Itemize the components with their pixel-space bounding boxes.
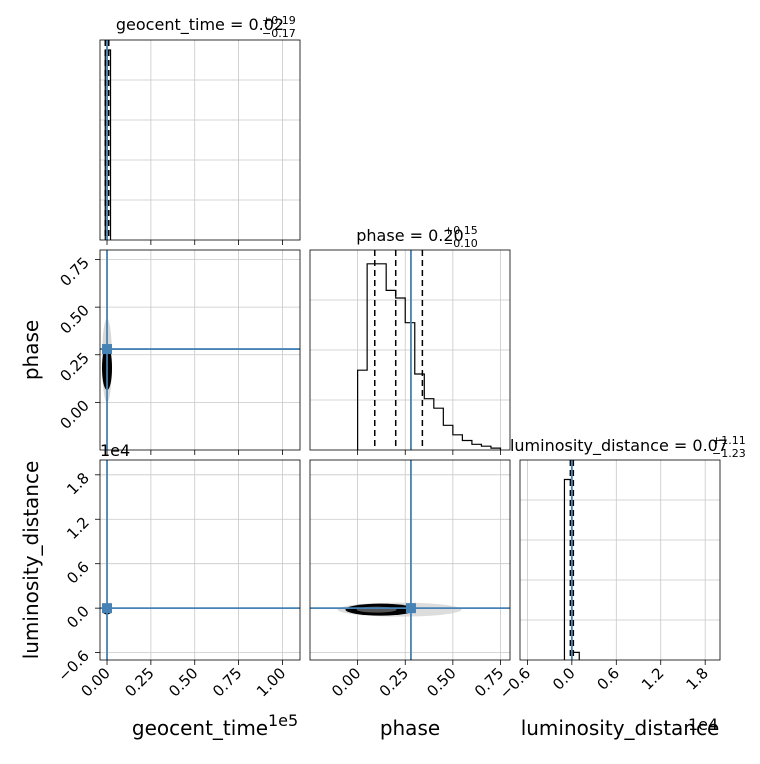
phase-yticklabel-1: 0.25 [56, 349, 92, 385]
xlabel-phase: phase [380, 716, 440, 740]
phase-yticklabel-2: 0.50 [56, 301, 92, 337]
truth-marker-ld-phase [405, 603, 416, 614]
offset-luminosity-distance-y: 1e4 [100, 441, 130, 460]
title-luminosity-distance-upper: +1.11 [712, 434, 746, 447]
phase-yticklabel-3: 0.75 [56, 254, 92, 290]
title-phase-lower: −0.10 [444, 237, 478, 250]
geocent-time-xticklabel-4: 1.00 [253, 664, 289, 700]
xlabel-geocent-time: geocent_time [132, 716, 268, 740]
title-luminosity-distance: luminosity_distance = 0.07 [510, 436, 728, 456]
panel-frame-a [99, 39, 301, 241]
panel-frame-e [309, 459, 511, 661]
truth-marker-ld-geocent [102, 603, 113, 614]
luminosity-distance-yticklabel-2: 0.6 [63, 558, 93, 588]
geocent-time-xticklabel-0: 0.00 [77, 664, 113, 700]
xlabel-luminosity-distance: luminosity_distance [521, 716, 720, 740]
luminosity-distance-xticklabel-0: −0.6 [496, 664, 534, 702]
luminosity-distance-xticklabel-2: 0.6 [594, 664, 624, 694]
phase-xticklabel-1: 0.25 [376, 664, 412, 700]
luminosity-distance-yticklabel-1: 0.0 [63, 602, 93, 632]
geocent-time-xticklabel-1: 0.25 [121, 664, 157, 700]
luminosity-distance-xticklabel-3: 1.2 [638, 664, 668, 694]
phase-xticklabel-2: 0.50 [423, 664, 459, 700]
title-geocent-time-lower: −0.17 [262, 27, 296, 40]
phase-yticklabel-0: 0.00 [56, 396, 92, 432]
luminosity-distance-yticklabel-4: 1.8 [63, 469, 93, 499]
ylabel-phase: phase [19, 320, 43, 380]
geocent-time-xticklabel-2: 0.50 [165, 664, 201, 700]
title-phase: phase = 0.20 [356, 226, 463, 245]
title-geocent-time: geocent_time = 0.02 [116, 15, 284, 35]
panel-frame-d [99, 459, 301, 661]
title-luminosity-distance-lower: −1.23 [712, 447, 746, 460]
title-phase-upper: +0.15 [444, 224, 478, 237]
luminosity-distance-xticklabel-1: 0.0 [549, 664, 579, 694]
panel-frame-c [309, 249, 511, 451]
offset-luminosity-distance-x: 1e4 [688, 715, 718, 734]
offset-geocent-time: 1e5 [268, 711, 298, 730]
phase-xticklabel-0: 0.00 [328, 664, 364, 700]
luminosity-distance-xticklabel-4: 1.8 [682, 664, 712, 694]
title-geocent-time-upper: +0.19 [262, 14, 296, 27]
panel-frame-f [519, 459, 721, 661]
luminosity-distance-yticklabel-3: 1.2 [63, 513, 93, 543]
geocent-time-xticklabel-3: 0.75 [209, 664, 245, 700]
truth-marker-phase-geocent [102, 344, 113, 355]
ylabel-luminosity-distance: luminosity_distance [19, 461, 43, 660]
panel-frame-b [99, 249, 301, 451]
hist-phase [357, 263, 502, 450]
